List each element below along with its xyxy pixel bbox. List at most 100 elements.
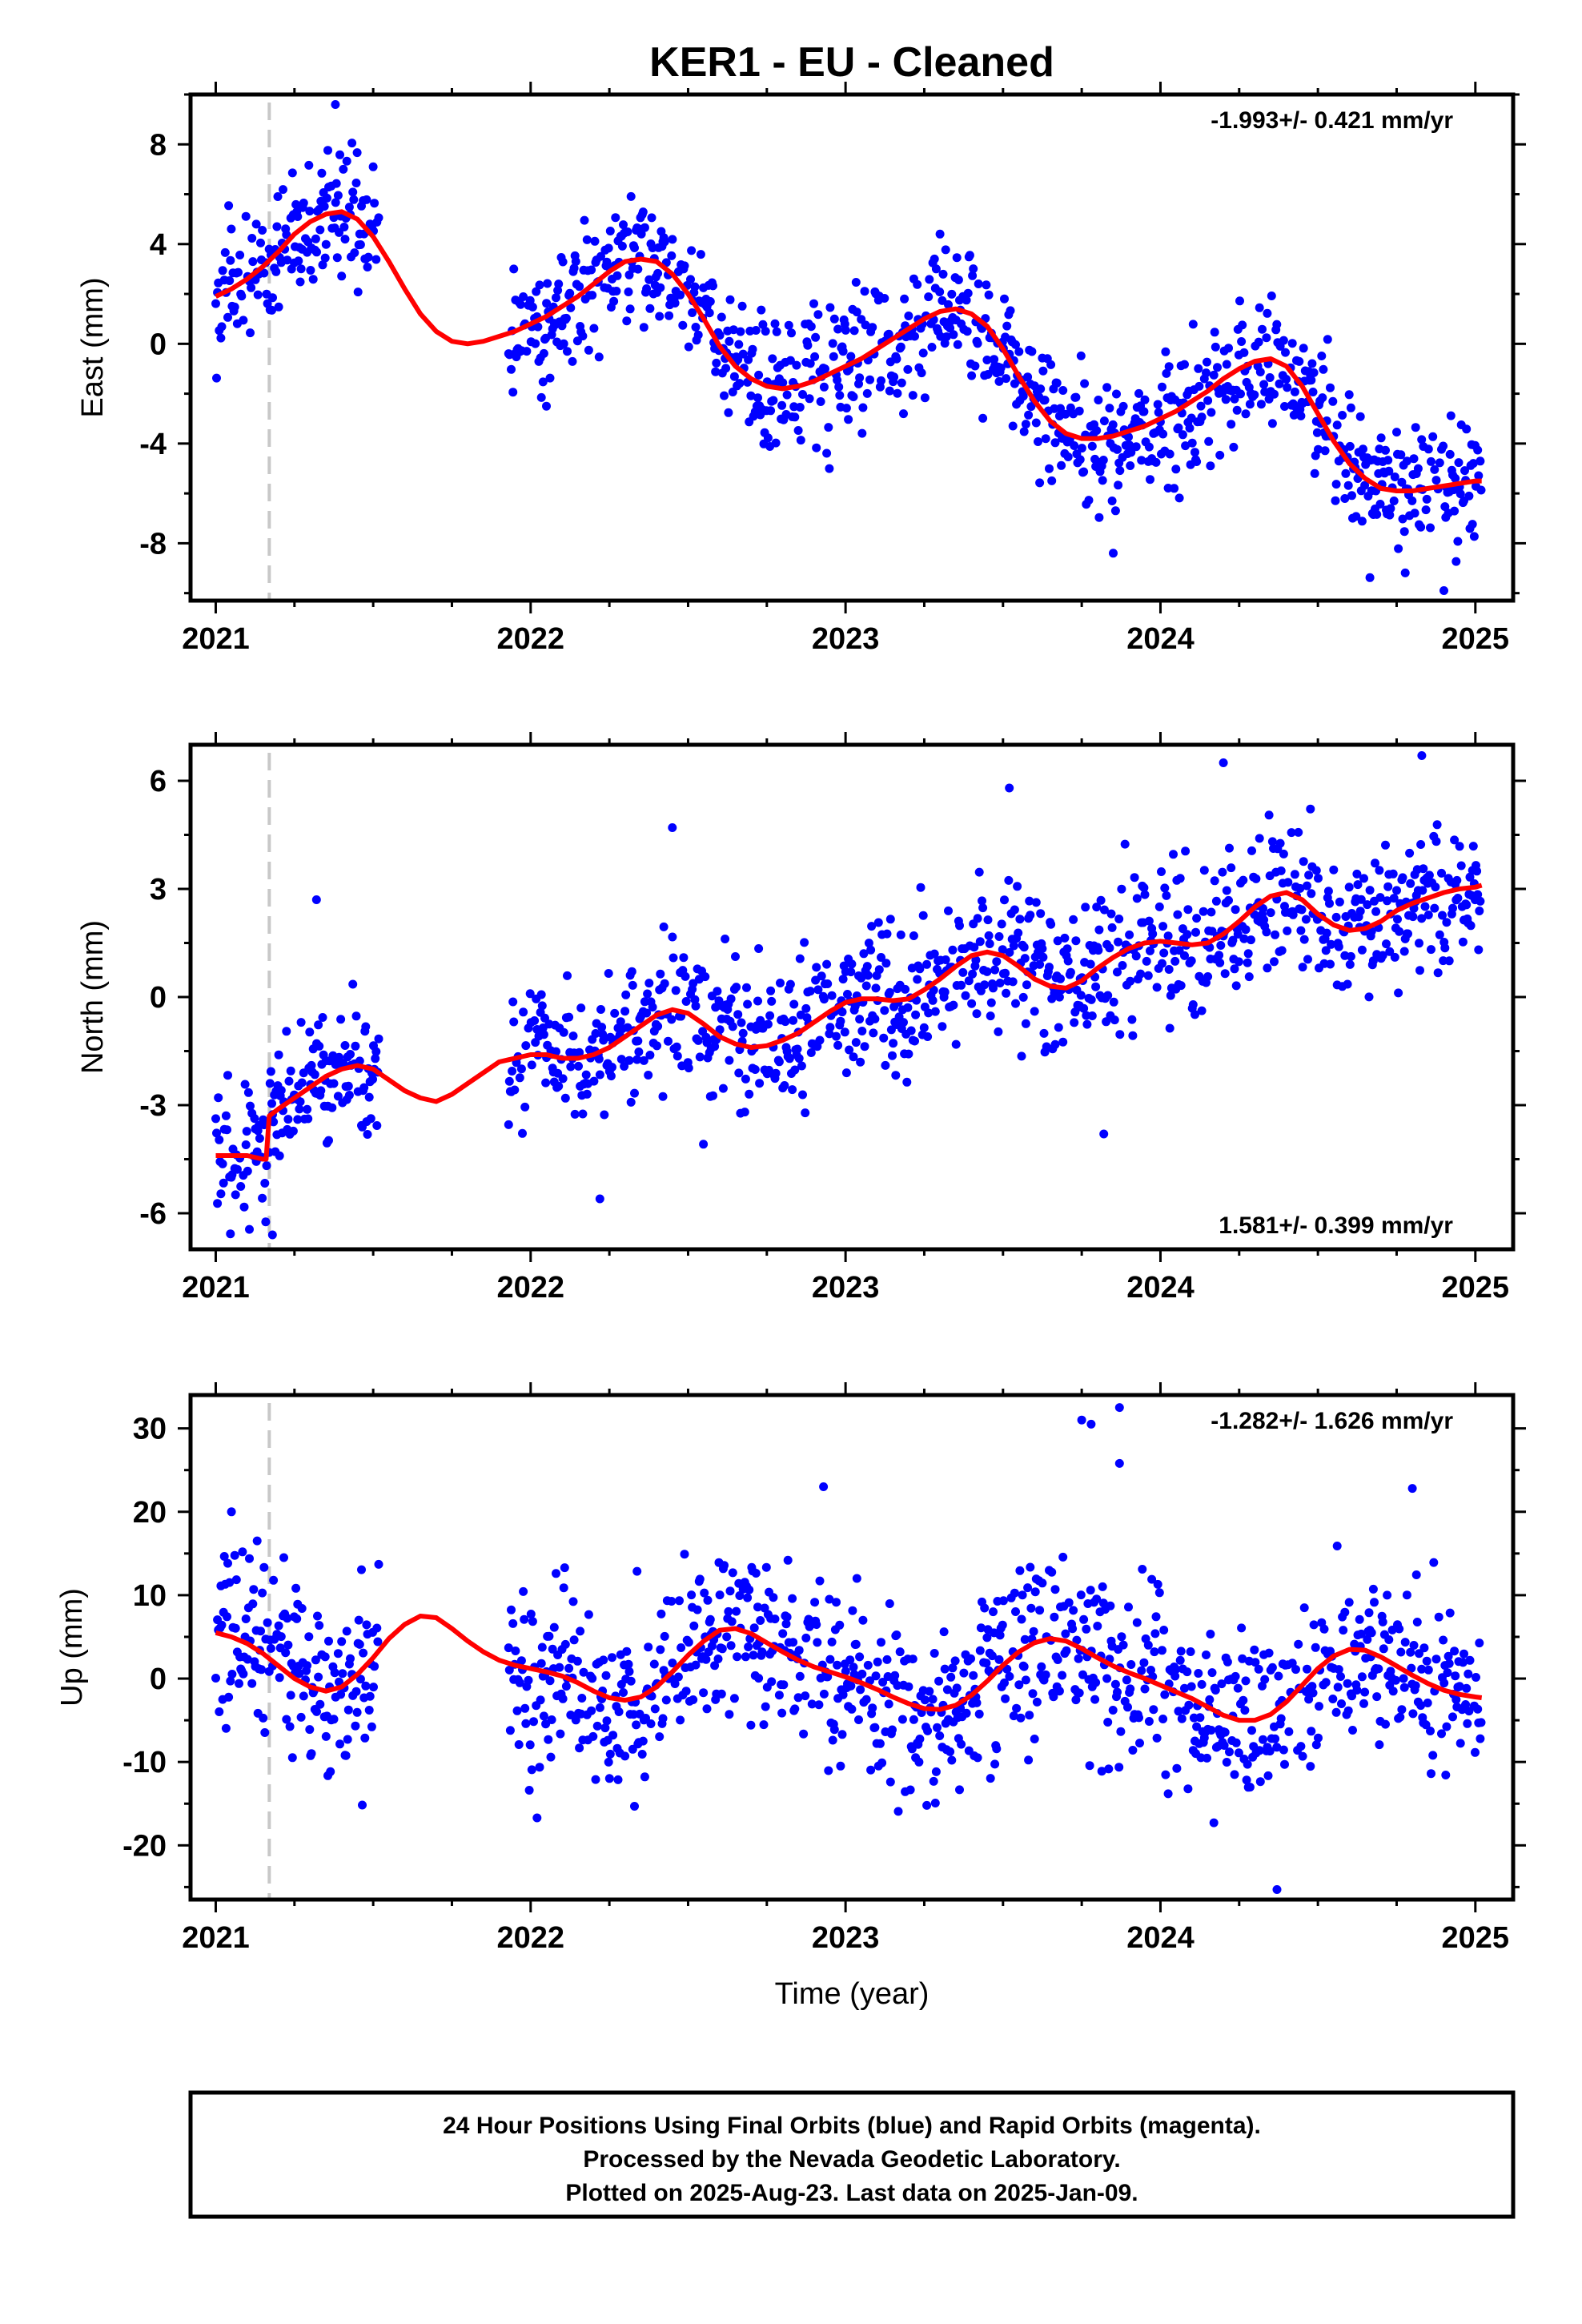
observation-point bbox=[745, 1585, 754, 1594]
observation-point bbox=[247, 283, 256, 292]
observation-point bbox=[720, 391, 729, 400]
observation-outlier bbox=[1099, 1129, 1109, 1139]
observation-point bbox=[919, 1023, 929, 1032]
observation-point bbox=[1340, 1607, 1350, 1617]
observation-point bbox=[335, 227, 343, 237]
observation-point bbox=[1382, 939, 1391, 949]
observation-point bbox=[1279, 336, 1288, 345]
observation-point bbox=[1047, 476, 1057, 485]
observation-point bbox=[1138, 1565, 1147, 1574]
observation-point bbox=[922, 959, 932, 969]
observation-point bbox=[1171, 464, 1181, 474]
observation-point bbox=[810, 1598, 820, 1607]
observation-point bbox=[1473, 1704, 1483, 1714]
observation-point bbox=[918, 911, 928, 920]
observation-point bbox=[1359, 444, 1367, 454]
observation-point bbox=[648, 1003, 657, 1012]
observation-point bbox=[733, 1652, 742, 1662]
observation-point bbox=[522, 347, 532, 356]
observation-point bbox=[324, 1636, 333, 1646]
observation-point bbox=[346, 1050, 355, 1059]
observation-point bbox=[304, 160, 314, 170]
observation-point bbox=[589, 1076, 599, 1086]
observation-point bbox=[873, 918, 883, 927]
observation-point bbox=[733, 1010, 743, 1019]
observation-point bbox=[1231, 981, 1241, 991]
observation-point bbox=[360, 1733, 370, 1743]
observation-point bbox=[968, 969, 978, 979]
observation-point bbox=[1399, 947, 1409, 956]
observation-point bbox=[275, 1151, 284, 1160]
observation-point bbox=[675, 1596, 684, 1606]
observation-point bbox=[687, 246, 697, 255]
observation-point bbox=[673, 1051, 682, 1061]
observation-point bbox=[788, 1085, 797, 1095]
observation-point bbox=[340, 235, 350, 244]
observation-point bbox=[1233, 1683, 1243, 1693]
observation-point bbox=[915, 1735, 925, 1743]
observation-point bbox=[571, 1715, 580, 1725]
observation-point bbox=[1337, 1699, 1346, 1708]
observation-point bbox=[374, 1034, 383, 1043]
observation-point bbox=[1124, 1602, 1133, 1612]
observation-point bbox=[596, 1005, 605, 1014]
observation-point bbox=[630, 1802, 639, 1811]
observation-point bbox=[774, 1057, 784, 1067]
observation-point bbox=[1175, 1655, 1185, 1665]
observation-point bbox=[812, 1620, 821, 1630]
observation-point bbox=[1160, 883, 1170, 893]
observation-point bbox=[787, 328, 796, 338]
observation-point bbox=[994, 1027, 1003, 1036]
y-axis-label: North (mm) bbox=[76, 920, 110, 1074]
observation-point bbox=[794, 1054, 804, 1063]
observation-point bbox=[1458, 1658, 1468, 1667]
observation-point bbox=[217, 1620, 227, 1630]
observation-point bbox=[668, 235, 677, 244]
observation-point bbox=[1063, 452, 1073, 461]
observation-point bbox=[734, 340, 744, 349]
observation-point bbox=[1392, 886, 1401, 895]
observation-point bbox=[1455, 1682, 1464, 1691]
observation-point bbox=[620, 1062, 629, 1071]
observation-point bbox=[1396, 450, 1406, 460]
observation-point bbox=[900, 294, 909, 304]
observation-point bbox=[317, 168, 327, 178]
plot-area bbox=[211, 1403, 1486, 1900]
observation-point bbox=[231, 1190, 240, 1200]
observation-point bbox=[1443, 1668, 1452, 1678]
observation-point bbox=[608, 1731, 618, 1740]
observation-point bbox=[1346, 951, 1355, 961]
observation-point bbox=[799, 1729, 809, 1739]
observation-point bbox=[1331, 1707, 1341, 1717]
observation-point bbox=[267, 1099, 276, 1108]
observation-point bbox=[737, 301, 747, 311]
observation-point bbox=[1146, 946, 1154, 955]
observation-point bbox=[333, 1649, 343, 1659]
observation-point bbox=[938, 269, 948, 279]
observation-point bbox=[362, 1620, 371, 1630]
observation-point bbox=[798, 390, 807, 399]
observation-point bbox=[768, 354, 777, 364]
observation-point bbox=[592, 1721, 602, 1731]
observation-point bbox=[1086, 1586, 1095, 1595]
observation-point bbox=[1035, 959, 1045, 969]
observation-point bbox=[212, 373, 221, 383]
observation-point bbox=[642, 284, 652, 293]
model-curve bbox=[215, 883, 1483, 1162]
observation-point bbox=[763, 433, 773, 443]
observation-point bbox=[541, 1078, 551, 1088]
observation-point bbox=[1232, 405, 1242, 415]
observation-point bbox=[1096, 895, 1106, 905]
observation-point bbox=[1014, 1680, 1024, 1690]
observation-point bbox=[1237, 1623, 1247, 1633]
observation-point bbox=[1009, 1711, 1018, 1721]
observation-point bbox=[858, 1615, 868, 1625]
observation-point bbox=[1247, 1726, 1256, 1735]
observation-point bbox=[359, 1083, 369, 1092]
observation-point bbox=[263, 1618, 272, 1627]
observation-point bbox=[998, 1596, 1008, 1606]
observation-point bbox=[245, 1554, 254, 1563]
observation-point bbox=[369, 1683, 378, 1692]
observation-point bbox=[982, 1633, 992, 1642]
observation-point bbox=[1331, 496, 1340, 505]
